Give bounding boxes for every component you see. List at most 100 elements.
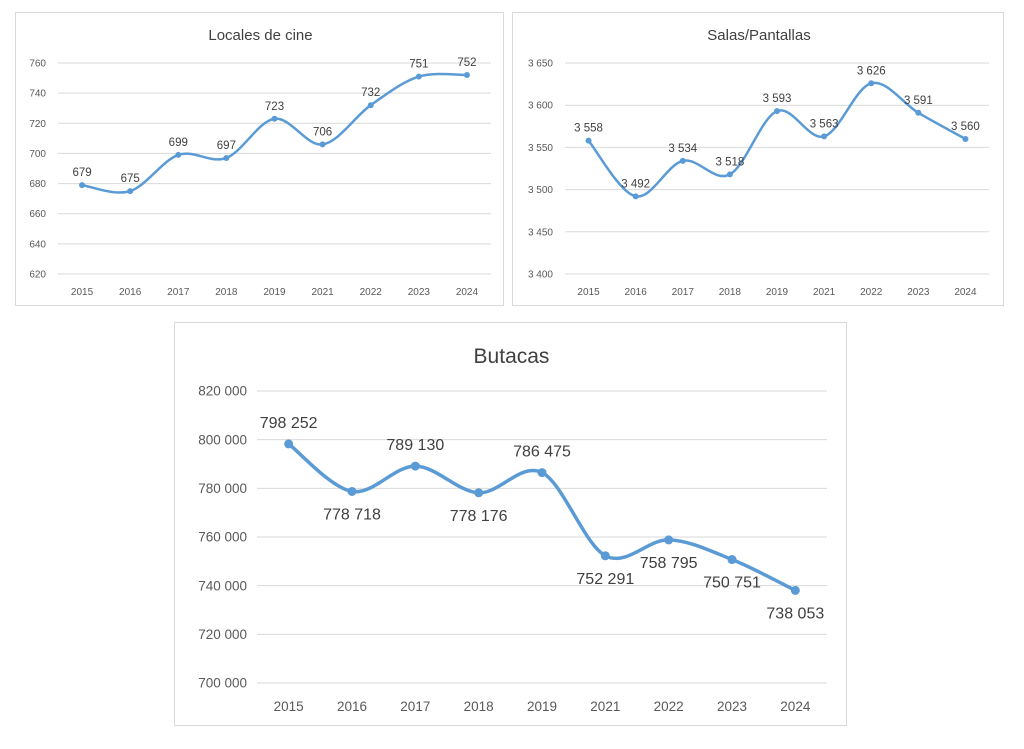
y-tick-label: 3 550 bbox=[528, 143, 553, 154]
data-point bbox=[223, 154, 230, 161]
y-tick-label: 720 bbox=[29, 119, 46, 130]
data-label: 3 593 bbox=[763, 93, 792, 105]
x-tick-label: 2023 bbox=[907, 287, 930, 298]
chart-butacas-svg: Butacas 700 000 720 000 740 000 760 000 780 0… bbox=[198, 345, 827, 714]
data-label: 3 563 bbox=[810, 118, 839, 130]
x-tick-label: 2022 bbox=[654, 699, 684, 714]
x-tick-label: 2018 bbox=[215, 287, 238, 298]
y-tick-label: 720 000 bbox=[198, 627, 247, 642]
data-point bbox=[474, 488, 484, 498]
x-tick-label: 2015 bbox=[71, 287, 94, 298]
data-point bbox=[868, 80, 875, 87]
y-tick-label: 760 000 bbox=[198, 530, 247, 545]
data-label: 778 718 bbox=[323, 506, 381, 523]
data-point bbox=[915, 109, 922, 116]
data-label: 789 130 bbox=[386, 437, 444, 454]
data-point bbox=[410, 461, 420, 471]
x-tick-label: 2021 bbox=[813, 287, 836, 298]
x-tick-label: 2019 bbox=[263, 287, 286, 298]
data-point bbox=[367, 102, 374, 109]
data-label: 3 626 bbox=[857, 65, 886, 77]
x-tick-label: 2022 bbox=[360, 287, 383, 298]
data-point bbox=[790, 585, 800, 595]
y-tick-label: 3 650 bbox=[528, 59, 553, 70]
x-tick-label: 2017 bbox=[167, 287, 190, 298]
x-tick-label: 2015 bbox=[577, 287, 600, 298]
x-tick-label: 2022 bbox=[860, 287, 883, 298]
data-point bbox=[79, 182, 86, 189]
data-label: 697 bbox=[217, 140, 236, 152]
chart-title: Locales de cine bbox=[208, 27, 312, 44]
data-point bbox=[632, 193, 639, 200]
data-label: 752 bbox=[457, 57, 476, 69]
data-point bbox=[463, 72, 470, 79]
x-tick-label: 2018 bbox=[464, 699, 494, 714]
y-tick-label: 740 bbox=[29, 89, 46, 100]
series-line bbox=[80, 72, 469, 194]
data-label: 750 751 bbox=[703, 575, 761, 592]
data-label: 732 bbox=[361, 87, 380, 99]
chart-locales-de-cine: Locales de cine 620 640 660 680 700 720 740 760 2… bbox=[15, 12, 504, 306]
data-label: 3 560 bbox=[951, 121, 980, 133]
chart-title: Salas/Pantallas bbox=[707, 27, 810, 44]
data-label: 3 558 bbox=[574, 123, 603, 135]
data-point bbox=[127, 188, 134, 195]
data-label: 706 bbox=[313, 126, 332, 138]
data-point bbox=[774, 108, 780, 115]
data-point bbox=[726, 171, 733, 178]
data-point bbox=[962, 135, 969, 142]
data-point bbox=[347, 486, 357, 496]
data-label: 751 bbox=[409, 59, 428, 71]
chart-salas-pantallas: Salas/Pantallas 3 400 3 450 3 500 3 550 3 600… bbox=[512, 12, 1004, 306]
y-tick-label: 3 500 bbox=[528, 185, 553, 196]
y-tick-label: 680 bbox=[29, 179, 46, 190]
y-tick-label: 620 bbox=[29, 270, 46, 281]
y-tick-label: 760 bbox=[29, 59, 46, 70]
y-tick-label: 3 600 bbox=[528, 101, 553, 112]
data-label: 679 bbox=[72, 167, 91, 179]
x-tick-label: 2021 bbox=[311, 287, 334, 298]
data-point bbox=[821, 133, 828, 140]
data-label: 675 bbox=[121, 173, 140, 185]
x-tick-label: 2023 bbox=[408, 287, 431, 298]
data-point bbox=[585, 137, 592, 144]
x-tick-label: 2019 bbox=[766, 287, 789, 298]
x-tick-label: 2021 bbox=[590, 699, 620, 714]
data-label: 3 492 bbox=[621, 178, 650, 190]
y-tick-label: 800 000 bbox=[198, 432, 247, 447]
x-tick-label: 2016 bbox=[625, 287, 648, 298]
data-point bbox=[319, 141, 326, 148]
chart-title: Butacas bbox=[474, 345, 550, 368]
chart-salas-svg: Salas/Pantallas 3 400 3 450 3 500 3 550 3 600… bbox=[528, 27, 989, 298]
data-point bbox=[537, 468, 547, 478]
chart-butacas: Butacas 700 000 720 000 740 000 760 000 780 0… bbox=[174, 322, 847, 726]
y-tick-label: 700 000 bbox=[198, 676, 247, 691]
x-tick-label: 2024 bbox=[780, 699, 811, 714]
x-tick-label: 2016 bbox=[337, 699, 367, 714]
data-label: 752 291 bbox=[576, 571, 634, 588]
data-label: 798 252 bbox=[260, 415, 318, 432]
y-tick-label: 640 bbox=[29, 239, 46, 250]
data-label: 738 053 bbox=[766, 605, 824, 622]
x-tick-label: 2024 bbox=[456, 287, 479, 298]
data-point bbox=[600, 551, 610, 561]
data-point bbox=[415, 73, 422, 80]
chart-locales-svg: Locales de cine 620 640 660 680 700 720 740 760 2… bbox=[29, 27, 491, 298]
data-label: 699 bbox=[169, 137, 188, 149]
y-tick-label: 700 bbox=[29, 149, 46, 160]
x-tick-label: 2017 bbox=[400, 699, 430, 714]
y-tick-label: 660 bbox=[29, 209, 46, 220]
data-point bbox=[271, 115, 278, 122]
x-tick-label: 2015 bbox=[274, 699, 304, 714]
y-tick-label: 740 000 bbox=[198, 578, 247, 593]
x-tick-label: 2018 bbox=[719, 287, 742, 298]
data-label: 723 bbox=[265, 101, 284, 113]
data-point bbox=[727, 555, 737, 565]
x-tick-label: 2017 bbox=[672, 287, 695, 298]
x-tick-label: 2024 bbox=[954, 287, 977, 298]
data-label: 3 534 bbox=[668, 143, 697, 155]
data-point bbox=[175, 151, 182, 158]
y-tick-label: 820 000 bbox=[198, 384, 247, 399]
data-label: 3 518 bbox=[715, 156, 744, 168]
data-label: 786 475 bbox=[513, 444, 571, 461]
